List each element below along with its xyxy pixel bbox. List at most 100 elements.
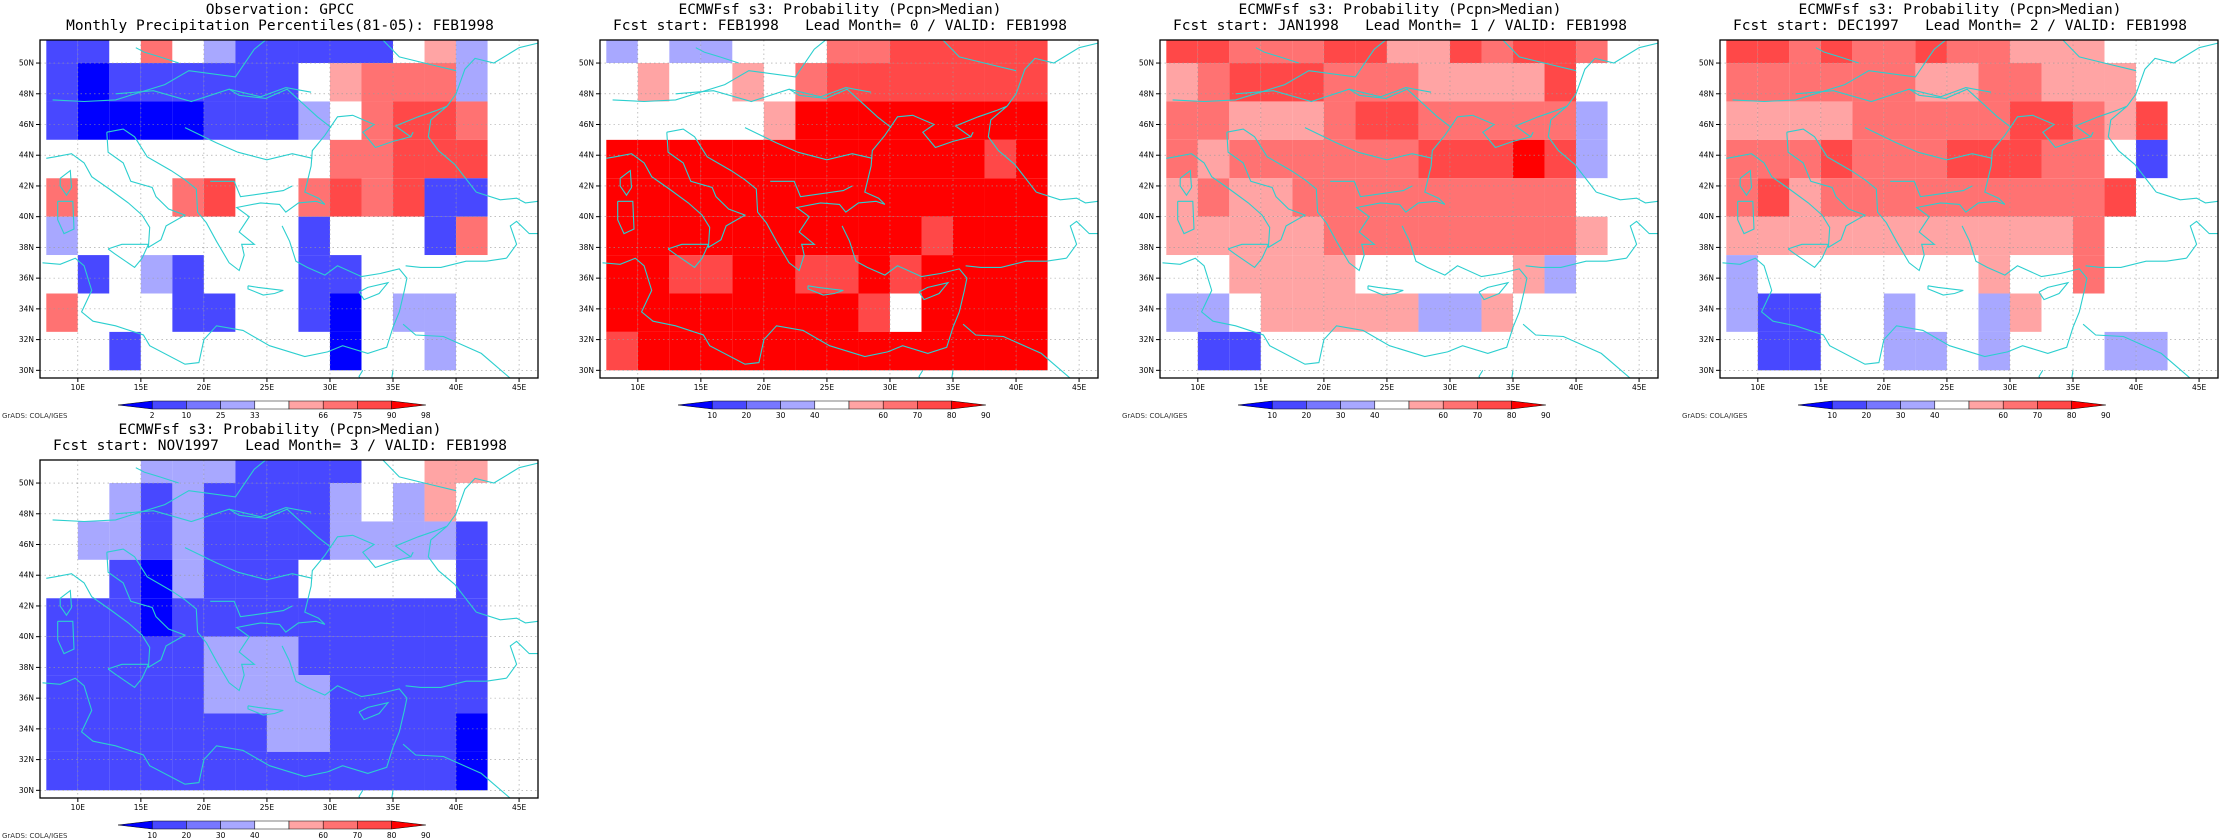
grid-cell [46, 636, 78, 676]
grid-cell [795, 255, 827, 294]
grid-cell [1757, 178, 1790, 217]
grid-cell [46, 598, 78, 637]
coastline [1177, 200, 1195, 235]
grid-cell [361, 460, 394, 484]
grid-cell [456, 216, 488, 256]
precip-cells [1166, 40, 1608, 371]
lon-tick-label: 40E [449, 383, 464, 392]
grid-cell [1229, 331, 1261, 371]
grid-cell [298, 713, 330, 752]
lat-tick-label: 34N [19, 724, 34, 733]
grid-cell [606, 40, 638, 64]
grid-cell [2073, 331, 2105, 371]
coastline [1596, 191, 1658, 204]
grid-cell [637, 331, 670, 371]
grid-cell [361, 559, 394, 599]
grid-cell [1978, 255, 2010, 294]
lon-tick-label: 20E [1317, 383, 1332, 392]
grid-cell [1820, 293, 1853, 332]
grid-cell [732, 293, 764, 332]
grid-cell [172, 521, 204, 560]
grid-cell [456, 63, 488, 102]
grid-cell [203, 40, 236, 64]
grid-cell [140, 139, 173, 179]
plot-frame [39, 459, 539, 799]
grid-cell [921, 101, 954, 140]
grid-cell [1946, 40, 1979, 64]
grid-cell [77, 751, 110, 791]
coastline [1786, 105, 2157, 272]
grid-cell [1260, 63, 1293, 102]
coastline [57, 200, 75, 235]
coastline [1732, 48, 1935, 103]
lon-tick-label: 35E [946, 383, 961, 392]
lon-tick-label: 20E [197, 803, 212, 812]
grid-cell [329, 216, 362, 256]
grid-cell [984, 178, 1017, 217]
grid-cell [77, 139, 110, 179]
grid-cell [109, 139, 141, 179]
grid-cell [1576, 331, 1608, 371]
grid-cell [266, 751, 299, 791]
lat-tick-label: 50N [19, 59, 34, 68]
grid-cell [266, 331, 299, 371]
grid-cell [826, 216, 859, 256]
grid-cell [298, 751, 330, 791]
coastline [247, 705, 284, 716]
grid-cell [1978, 139, 2010, 179]
grid-cell [298, 63, 330, 102]
color-bar: 10 20 30 40 60 70 80 90 [677, 400, 991, 420]
color-bar-label: 30 [1896, 411, 1906, 420]
coastline [52, 468, 255, 523]
grid-cell [172, 559, 204, 599]
grid-cell [1166, 331, 1198, 371]
grid-cell [1229, 63, 1261, 102]
grid-cell [203, 255, 236, 294]
grid-cell [329, 178, 362, 217]
color-bar-right-arrow [951, 400, 986, 410]
color-bar-segment [2002, 400, 2038, 410]
grid-cell [393, 483, 425, 522]
lon-tick-label: 45E [512, 803, 527, 812]
grid-cell [984, 63, 1017, 102]
grid-cell [1513, 331, 1545, 371]
grid-cell [77, 460, 110, 484]
coastline [228, 508, 332, 549]
grid-cell [266, 255, 299, 294]
lon-tick-label: 20E [757, 383, 772, 392]
grid-cell [2104, 331, 2137, 371]
lat-tick-label: 42N [19, 181, 34, 190]
grid-cell [1166, 101, 1198, 140]
lon-tick-label: 30E [1443, 383, 1458, 392]
coastline [602, 225, 968, 365]
color-bar-segment [1477, 400, 1512, 410]
lat-tick-label: 30N [19, 366, 34, 375]
grid-cell [393, 139, 425, 179]
grid-cell [858, 255, 890, 294]
color-bar-segment [151, 400, 187, 410]
grid-cell [1883, 101, 1916, 140]
grid-cell [1481, 139, 1514, 179]
grid-cell [235, 598, 267, 637]
grid-cell [826, 40, 859, 64]
grid-cell [1757, 63, 1790, 102]
coastline [476, 191, 538, 204]
grid-cell [298, 255, 330, 294]
grid-cell [203, 460, 236, 484]
grid-cell [1481, 216, 1514, 256]
grid-cell [1544, 40, 1577, 64]
grid-cell [637, 216, 670, 256]
grid-cell [1576, 101, 1608, 140]
grid-cell [1757, 101, 1790, 140]
grid-cell [298, 178, 330, 217]
grid-cell [1016, 216, 1048, 256]
grid-cell [1726, 255, 1758, 294]
grid-cell [361, 139, 394, 179]
coastline [675, 87, 872, 103]
lat-tick-label: 40N [579, 212, 594, 221]
grid-cell [1323, 178, 1356, 217]
grid-cell [606, 63, 638, 102]
grid-cell [456, 598, 488, 637]
panel-title-line1: ECMWFsf s3: Probability (Pcpn>Median) [678, 2, 1002, 18]
grid-cell [669, 178, 701, 217]
